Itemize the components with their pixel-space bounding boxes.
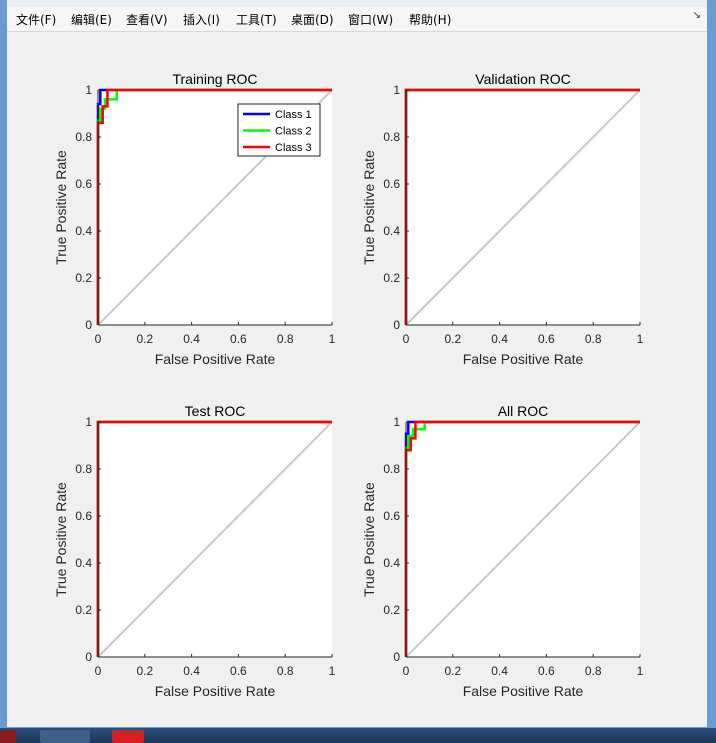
x-tick-label: 0.4: [491, 332, 508, 346]
y-tick-label: 0.6: [75, 177, 92, 191]
legend-label: Class 1: [275, 109, 312, 121]
legend-label: Class 2: [275, 126, 312, 138]
y-tick-label: 0.4: [75, 224, 92, 238]
chart-title: Test ROC: [185, 403, 246, 419]
y-tick-label: 0.6: [383, 509, 400, 523]
menu-bar: 文件(F) 编辑(E) 查看(V) 插入(I) 工具(T) 桌面(D) 窗口(W…: [7, 7, 707, 32]
x-axis-label: False Positive Rate: [463, 351, 584, 367]
diagonal-reference-line: [97, 421, 333, 658]
x-tick-label: 0.2: [136, 332, 153, 346]
x-tick-label: 0.8: [277, 664, 294, 678]
taskbar-app-icon[interactable]: [0, 730, 16, 743]
y-tick-label: 1: [393, 415, 400, 429]
y-tick-label: 0.4: [75, 556, 92, 570]
series-line-class-2: [404, 420, 640, 657]
x-axis-label: False Positive Rate: [155, 351, 276, 367]
x-axis-label: False Positive Rate: [155, 683, 276, 699]
y-axis-label: True Positive Rate: [361, 482, 377, 597]
figure-window-frame: 文件(F) 编辑(E) 查看(V) 插入(I) 工具(T) 桌面(D) 窗口(W…: [0, 0, 716, 728]
menu-desktop[interactable]: 桌面(D): [291, 13, 334, 27]
x-tick-label: 1: [637, 332, 644, 346]
y-tick-label: 0.2: [75, 603, 92, 617]
taskbar-app-icon-2[interactable]: [112, 730, 144, 743]
x-tick-label: 0.6: [538, 332, 555, 346]
y-tick-label: 0.8: [383, 462, 400, 476]
taskbar-matlab-icon[interactable]: [40, 730, 90, 743]
menu-window[interactable]: 窗口(W): [348, 13, 394, 27]
chart-title: Validation ROC: [475, 71, 570, 87]
x-tick-label: 0: [403, 332, 410, 346]
legend: Class 1 Class 2 Class 3: [237, 103, 321, 157]
x-axis-label: False Positive Rate: [463, 683, 584, 699]
menu-tools[interactable]: 工具(T): [236, 13, 277, 27]
series-line-class-2: [96, 88, 332, 325]
y-tick-label: 1: [85, 415, 92, 429]
x-tick-label: 1: [637, 664, 644, 678]
chart-title: All ROC: [498, 403, 549, 419]
figure-window: 文件(F) 编辑(E) 查看(V) 插入(I) 工具(T) 桌面(D) 窗口(W…: [7, 0, 707, 727]
chart-title: Training ROC: [172, 71, 257, 87]
x-tick-label: 0.8: [277, 332, 294, 346]
x-tick-label: 0: [95, 664, 102, 678]
x-tick-label: 0.4: [491, 664, 508, 678]
x-tick-label: 0.6: [230, 332, 247, 346]
y-tick-label: 0.4: [383, 224, 400, 238]
x-tick-label: 1: [329, 664, 336, 678]
y-tick-label: 0: [393, 650, 400, 664]
legend-label: Class 3: [275, 142, 312, 154]
y-tick-label: 0: [393, 318, 400, 332]
y-tick-label: 0.6: [383, 177, 400, 191]
y-tick-label: 0.8: [75, 462, 92, 476]
y-tick-label: 0.2: [75, 271, 92, 285]
x-tick-label: 0.2: [444, 332, 461, 346]
title-bar-remnant: [7, 0, 707, 7]
x-tick-label: 0.8: [585, 664, 602, 678]
x-tick-label: 0.8: [585, 332, 602, 346]
y-tick-label: 0.8: [383, 130, 400, 144]
x-tick-label: 1: [329, 332, 336, 346]
menu-edit[interactable]: 编辑(E): [71, 13, 112, 27]
roc-panel-2: 0 0.2 0.4 0.6 0.8 1 0 0.2 0.4 0.6 0.8 1 Validation R…: [361, 71, 644, 367]
x-tick-label: 0: [403, 664, 410, 678]
menu-file[interactable]: 文件(F): [16, 13, 57, 27]
x-tick-label: 0.4: [183, 664, 200, 678]
y-axis-label: True Positive Rate: [53, 150, 69, 265]
roc-panel-4: 0 0.2 0.4 0.6 0.8 1 0 0.2 0.4 0.6 0.8 1 All ROC False…: [361, 403, 644, 699]
y-tick-label: 1: [393, 83, 400, 97]
y-tick-label: 0.2: [383, 271, 400, 285]
x-tick-label: 0: [95, 332, 102, 346]
diagonal-reference-line: [405, 421, 641, 658]
x-tick-label: 0.2: [444, 664, 461, 678]
x-tick-label: 0.6: [538, 664, 555, 678]
y-axis-label: True Positive Rate: [361, 150, 377, 265]
y-tick-label: 0: [85, 318, 92, 332]
y-tick-label: 1: [85, 83, 92, 97]
menu-help[interactable]: 帮助(H): [409, 13, 452, 27]
y-axis-label: True Positive Rate: [53, 482, 69, 597]
y-tick-label: 0.8: [75, 130, 92, 144]
taskbar: [0, 728, 716, 743]
x-tick-label: 0.6: [230, 664, 247, 678]
roc-panel-3: 0 0.2 0.4 0.6 0.8 1 0 0.2 0.4 0.6 0.8 1 Test ROC Fals…: [53, 403, 336, 699]
roc-panel-1: 0 0.2 0.4 0.6 0.8 1 0 0.2 0.4 0.6 0.8 1 Training ROC…: [53, 71, 336, 367]
x-tick-label: 0.4: [183, 332, 200, 346]
diagonal-reference-line: [405, 89, 641, 326]
y-tick-label: 0.4: [383, 556, 400, 570]
x-tick-label: 0.2: [136, 664, 153, 678]
y-tick-label: 0.2: [383, 603, 400, 617]
menu-insert[interactable]: 插入(I): [183, 13, 220, 27]
y-tick-label: 0: [85, 650, 92, 664]
arrow-icon[interactable]: ↘: [692, 10, 701, 21]
y-tick-label: 0.6: [75, 509, 92, 523]
menu-view[interactable]: 查看(V): [126, 13, 168, 27]
roc-figure: 0 0.2 0.4 0.6 0.8 1 0 0.2 0.4 0.6 0.8 1 Training ROC…: [53, 71, 644, 699]
plot-area: 0 0.2 0.4 0.6 0.8 1 0 0.2 0.4 0.6 0.8 1 Training ROC…: [7, 32, 707, 727]
